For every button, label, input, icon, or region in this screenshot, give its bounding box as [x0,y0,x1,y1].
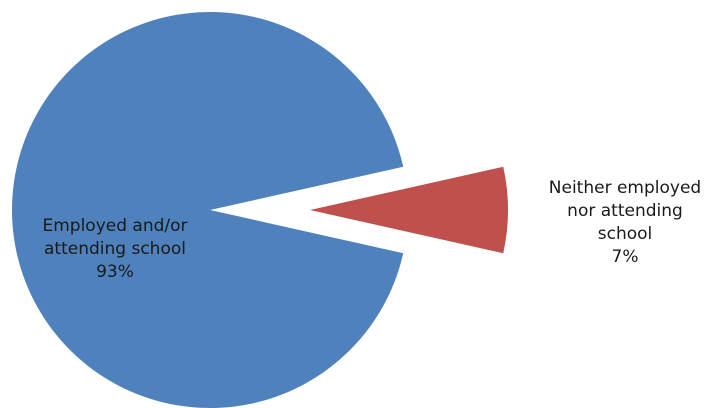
slice-label-neither-line-2: nor attending [567,201,683,221]
pie-slice-neither [310,166,508,254]
slice-label-employed: Employed and/or attending school 93% [0,215,230,284]
slice-label-neither-line-3: school [597,224,653,244]
pie-slice-employed [11,11,404,408]
slice-label-employed-line-2: attending school [44,239,186,259]
slice-label-neither-line-1: Neither employed [548,178,702,198]
slice-label-neither: Neither employed nor attending school 7% [526,177,724,269]
slice-label-neither-percent: 7% [611,247,639,267]
slice-label-employed-line-1: Employed and/or [42,216,188,236]
slice-label-employed-percent: 93% [96,262,134,282]
